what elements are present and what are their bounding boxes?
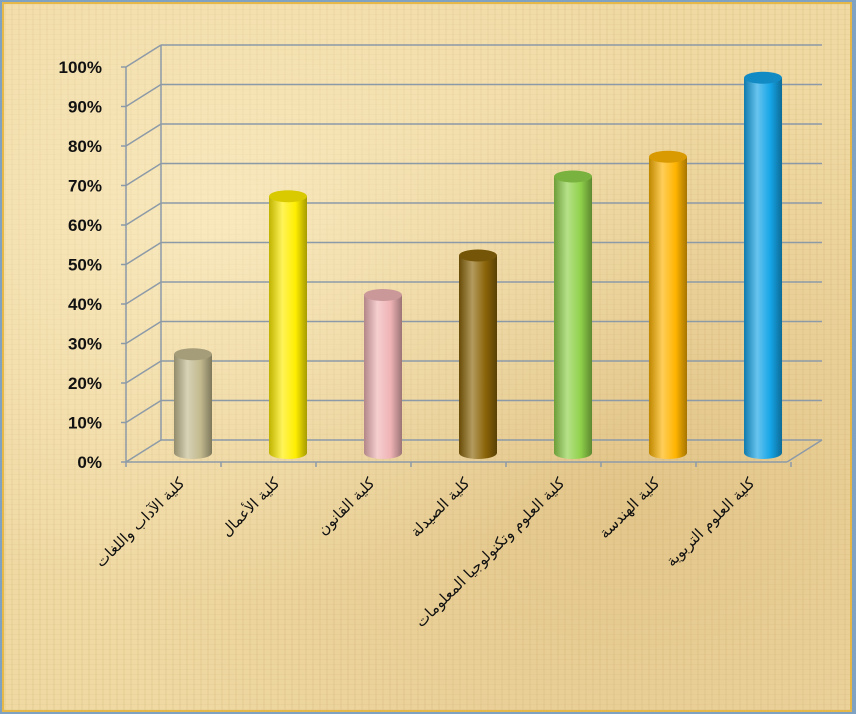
x-category-label: كلية الهندسة — [595, 473, 664, 542]
y-tick-label: 20% — [68, 374, 102, 393]
bar-top — [174, 348, 212, 361]
gridline-diagonal — [125, 241, 162, 266]
y-tick-label: 90% — [68, 98, 102, 117]
gridline-diagonal — [125, 320, 162, 345]
bar — [459, 249, 497, 459]
bar — [744, 71, 782, 459]
y-tick-label: 30% — [68, 335, 102, 354]
bar-top — [364, 289, 402, 301]
bar-top — [269, 190, 307, 203]
bar-body — [364, 295, 402, 459]
bar-body — [459, 255, 497, 459]
gridline-diagonal — [125, 162, 162, 187]
y-tick-label: 80% — [68, 137, 102, 156]
y-tick-label: 70% — [68, 177, 102, 196]
x-axis-categories: كلية الآداب واللغات كلية الأعمال كلية القا… — [92, 473, 759, 631]
x-category-label: كلية القانون — [314, 473, 379, 538]
bar — [554, 170, 592, 459]
x-category-label: كلية العلوم التربوية — [662, 473, 759, 570]
gridline-diagonal — [125, 202, 162, 226]
bar-body — [649, 156, 687, 459]
bar-body — [744, 77, 782, 459]
y-tick-label: 0% — [77, 453, 102, 472]
y-tick-label: 60% — [68, 216, 102, 235]
y-tick-label: 10% — [68, 414, 102, 433]
y-tick-label: 100% — [59, 58, 102, 77]
bar — [364, 289, 402, 459]
y-axis-ticks: 0% 10% 20% 30% 40% 50% 60% 70% 80% 90% 100% — [59, 58, 102, 472]
floor-edge — [786, 439, 823, 463]
gridline-diagonal — [125, 399, 162, 424]
bar — [269, 190, 307, 459]
gridline-diagonal — [125, 439, 162, 463]
gridline-diagonal — [125, 281, 162, 305]
y-tick-label: 50% — [68, 256, 102, 275]
gridline-diagonal — [125, 123, 162, 147]
bar-top — [744, 71, 782, 84]
bar-top — [459, 249, 497, 262]
bar-body — [554, 176, 592, 459]
bar-top — [554, 170, 592, 183]
gridline-diagonal — [125, 360, 162, 384]
bar-layer — [174, 71, 782, 459]
bar-body — [174, 354, 212, 459]
bar — [649, 150, 687, 459]
x-category-label: كلية العلوم وتكنولوجيا المعلومات — [412, 474, 569, 631]
x-category-label: كلية الآداب واللغات — [92, 473, 189, 570]
gridline-diagonal — [125, 83, 162, 108]
bar-top — [649, 150, 687, 163]
y-tick-label: 40% — [68, 295, 102, 314]
x-category-label: كلية الأعمال — [217, 473, 284, 540]
x-category-label: كلية الصيدلة — [407, 473, 474, 540]
bar-body — [269, 196, 307, 459]
bar — [174, 348, 212, 459]
bar-chart: 0% 10% 20% 30% 40% 50% 60% 70% 80% 90% 100% كلية ا… — [59, 44, 823, 631]
gridline-diagonal — [125, 44, 162, 68]
